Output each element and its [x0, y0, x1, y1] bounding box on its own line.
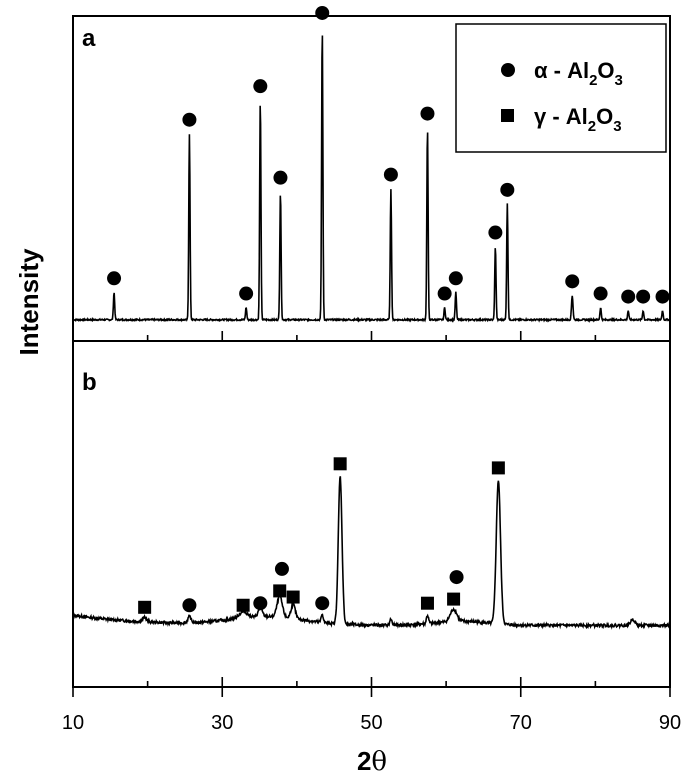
- gamma-al2o3-peak-marker: [491, 461, 505, 475]
- x-tick-label: 30: [211, 712, 233, 734]
- alpha-al2o3-peak-marker: [420, 106, 435, 121]
- gamma-al2o3-peak-marker: [420, 596, 434, 610]
- alpha-al2o3-peak-marker: [315, 596, 330, 611]
- x-axis-title: 2θ: [357, 746, 387, 777]
- gamma-al2o3-peak-marker: [236, 598, 250, 612]
- alpha-al2o3-peak-marker: [383, 167, 398, 182]
- gamma-al2o3-peak-marker: [333, 457, 347, 471]
- alpha-al2o3-peak-marker: [315, 5, 330, 20]
- alpha-al2o3-peak-marker: [239, 286, 254, 301]
- gamma-al2o3-peak-marker: [138, 600, 152, 614]
- panel-a-plot: [72, 5, 671, 323]
- x-axis-ticks: 10 30 50 70 90: [62, 331, 681, 734]
- x-tick-label: 70: [510, 712, 532, 734]
- alpha-al2o3-peak-marker: [274, 561, 289, 576]
- alpha-al2o3-peak-marker: [593, 286, 608, 301]
- alpha-al2o3-peak-marker: [565, 274, 580, 289]
- alpha-al2o3-peak-marker: [655, 289, 670, 304]
- alpha-al2o3-peak-marker: [253, 79, 268, 94]
- alpha-al2o3-peak-marker: [107, 271, 122, 286]
- alpha-al2o3-peak-marker: [182, 112, 197, 127]
- xrd-pattern-line: [72, 476, 671, 630]
- legend-gamma-label: γ - Al2O3: [534, 104, 622, 135]
- alpha-al2o3-peak-marker: [182, 598, 197, 613]
- gamma-al2o3-peak-marker: [273, 584, 287, 598]
- alpha-al2o3-peak-marker: [500, 182, 515, 197]
- x-tick-label: 90: [659, 712, 681, 734]
- legend: α - Al2O3 γ - Al2O3: [455, 23, 667, 153]
- panel-a-label: a: [82, 25, 96, 52]
- gamma-al2o3-peak-marker: [286, 590, 300, 604]
- y-axis-title: Intensity: [14, 248, 44, 355]
- alpha-al2o3-peak-marker: [449, 570, 464, 585]
- alpha-al2o3-peak-marker: [621, 289, 636, 304]
- xrd-pattern-line: [72, 35, 671, 323]
- legend-alpha-label: α - Al2O3: [534, 58, 623, 89]
- panel-b-label: b: [82, 369, 97, 396]
- legend-alpha-marker: [501, 63, 515, 77]
- alpha-al2o3-peak-marker: [448, 271, 463, 286]
- panel-b-plot: [72, 457, 671, 630]
- alpha-al2o3-peak-marker: [437, 286, 452, 301]
- alpha-al2o3-peak-marker: [273, 170, 288, 185]
- alpha-al2o3-peak-marker: [488, 225, 503, 240]
- legend-gamma-marker: [501, 109, 514, 122]
- alpha-al2o3-peak-marker: [636, 289, 651, 304]
- legend-box: [455, 23, 667, 153]
- x-tick-label: 10: [62, 712, 84, 734]
- alpha-al2o3-peak-marker: [253, 596, 268, 611]
- panel-b-frame: [72, 340, 671, 688]
- x-tick-label: 50: [360, 712, 382, 734]
- gamma-al2o3-peak-marker: [447, 592, 461, 606]
